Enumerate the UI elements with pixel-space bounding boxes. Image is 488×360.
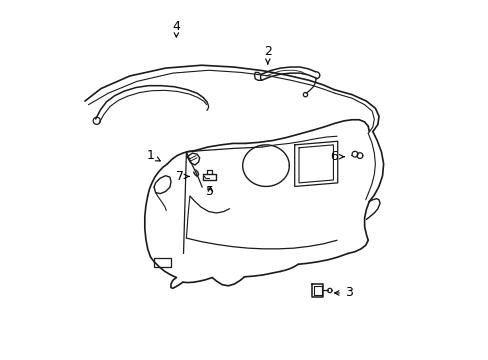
Text: 6: 6 <box>330 150 344 163</box>
Text: 2: 2 <box>264 45 271 64</box>
Text: 7: 7 <box>175 170 189 183</box>
Text: 3: 3 <box>334 287 352 300</box>
Text: 4: 4 <box>172 20 180 37</box>
Text: 5: 5 <box>206 185 214 198</box>
Text: 1: 1 <box>146 149 160 162</box>
